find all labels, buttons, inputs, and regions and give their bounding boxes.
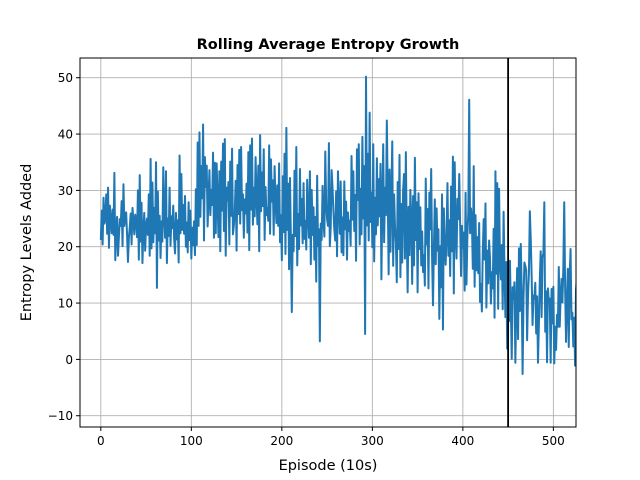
x-tick-label: 0 xyxy=(97,434,105,448)
y-axis-ticks: −10 0 10 20 30 40 50 xyxy=(48,71,80,423)
chart-title: Rolling Average Entropy Growth xyxy=(197,37,460,53)
y-tick-label: 20 xyxy=(58,240,73,254)
y-tick-label: 0 xyxy=(65,353,73,367)
x-tick-label: 300 xyxy=(361,434,384,448)
plot-area xyxy=(99,58,576,427)
y-tick-label: 30 xyxy=(58,184,73,198)
y-tick-label: 50 xyxy=(58,71,73,85)
y-tick-label: 10 xyxy=(58,297,73,311)
x-tick-label: 100 xyxy=(180,434,203,448)
x-tick-label: 200 xyxy=(270,434,293,448)
x-axis-label: Episode (10s) xyxy=(279,458,378,474)
y-tick-label: 40 xyxy=(58,128,73,142)
y-tick-label: −10 xyxy=(48,409,73,423)
x-tick-label: 500 xyxy=(542,434,565,448)
y-axis-label: Entropy Levels Added xyxy=(19,164,35,322)
axes-frame xyxy=(79,57,577,428)
x-tick-label: 400 xyxy=(451,434,474,448)
x-axis-ticks: 0 100 200 300 400 500 xyxy=(97,427,565,448)
series-line xyxy=(99,75,576,376)
